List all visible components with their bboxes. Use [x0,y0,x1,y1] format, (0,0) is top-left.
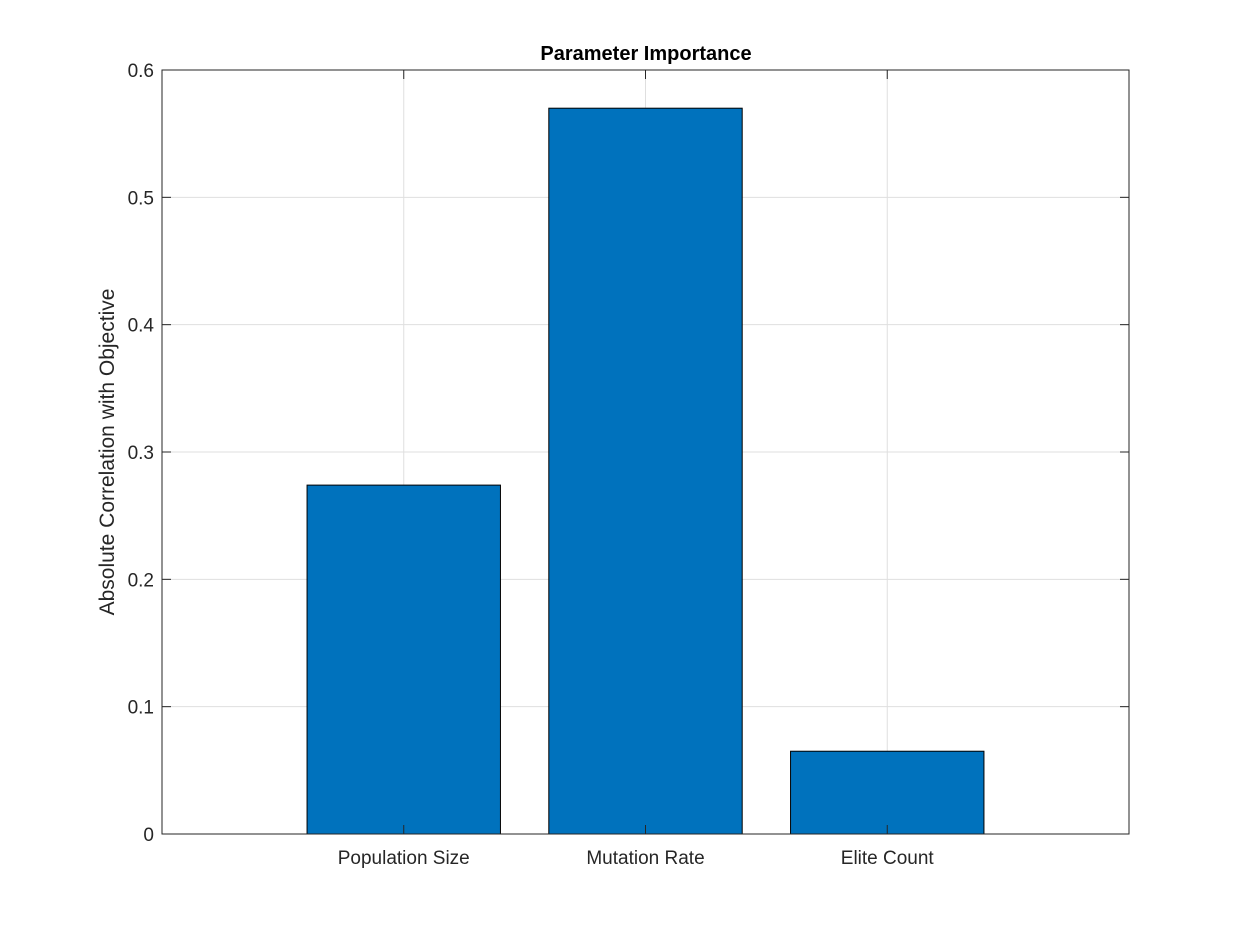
axes [161,69,1130,835]
bar-2 [790,750,985,835]
x-tick-label-1: Mutation Rate [586,848,704,869]
y-tick-label-6: 0.6 [128,61,154,82]
x-tick-label-2: Elite Count [841,848,935,869]
y-tick-label-4: 0.4 [128,316,155,337]
chart-title: Parameter Importance [540,43,751,65]
y-tick-label-5: 0.5 [128,188,154,209]
x-tick-label-0: Population Size [338,848,470,869]
y-tick-label-0: 0 [143,825,154,846]
bars [306,107,985,835]
bar-0 [306,484,501,835]
bar-1 [548,107,743,835]
y-tick-label-3: 0.3 [128,443,154,464]
tick-labels: 0 0.1 0.2 0.3 0.4 0.5 0.6 Population Size Mutati… [128,61,935,869]
y-axis-label: Absolute Correlation with Objective [96,289,119,616]
y-tick-label-2: 0.2 [128,570,154,591]
y-tick-label-1: 0.1 [128,698,154,719]
